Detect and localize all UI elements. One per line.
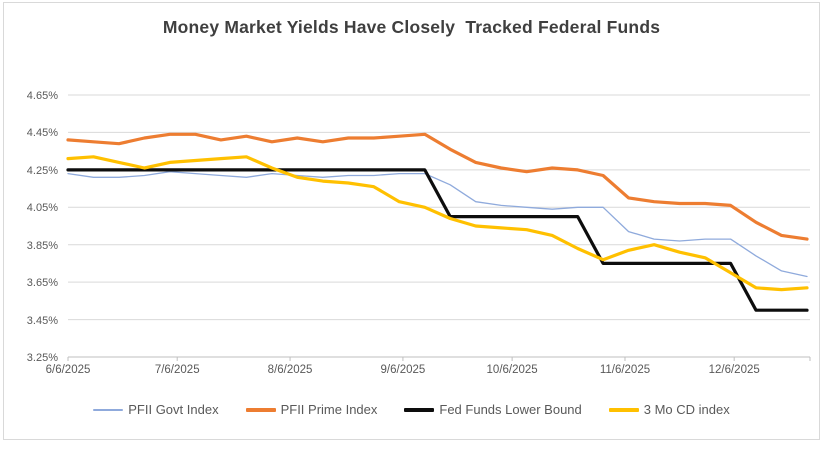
chart-title: Money Market Yields Have Closely Tracked…	[162, 17, 661, 37]
legend-item: PFII Prime Index	[245, 402, 378, 417]
x-axis-label: 7/6/2025	[154, 364, 200, 376]
y-axis-label: 4.05%	[26, 202, 58, 215]
x-axis-label: 11/6/2025	[599, 364, 651, 376]
y-axis-label: 4.65%	[26, 90, 58, 102]
y-axis-label: 3.65%	[26, 277, 58, 290]
line-3-mo-cd-index	[66, 155, 809, 292]
legend-swatch-icon	[245, 407, 276, 412]
y-axis-label: 3.85%	[26, 239, 58, 252]
legend-swatch-icon	[404, 407, 435, 412]
x-axis-label: 10/6/2025	[486, 364, 538, 376]
x-axis-label: 9/6/2025	[380, 364, 426, 376]
line-pfii-prime-index	[66, 132, 809, 241]
legend-item: Fed Funds Lower Bound	[404, 402, 582, 417]
legend-item: PFII Govt Index	[93, 402, 219, 417]
y-axis-label: 3.45%	[26, 314, 58, 327]
legend-label: PFII Prime Index	[280, 402, 378, 417]
y-axis-label: 4.45%	[26, 127, 58, 140]
y-axis-label: 3.25%	[26, 352, 58, 364]
legend-item: 3 Mo CD index	[608, 402, 730, 417]
x-axis-label: 12/6/2025	[708, 364, 760, 376]
chart-container: Money Market Yields Have Closely Tracked…	[3, 2, 820, 440]
legend-swatch-icon	[93, 408, 124, 411]
chart-legend: PFII Govt Index PFII Prime Index Fed Funds…	[4, 402, 819, 417]
x-axis-label: 6/6/2025	[45, 364, 91, 376]
line-pfii-govt-index	[67, 171, 808, 278]
x-axis-label: 8/6/2025	[267, 364, 313, 376]
line-fed-funds-lower-bound	[66, 168, 809, 312]
y-axis-label: 4.25%	[26, 164, 58, 177]
legend-label: 3 Mo CD index	[643, 402, 730, 417]
legend-swatch-icon	[608, 407, 639, 412]
legend-label: Fed Funds Lower Bound	[439, 402, 582, 417]
line-chart-plot	[66, 94, 811, 361]
legend-label: PFII Govt Index	[128, 402, 219, 417]
